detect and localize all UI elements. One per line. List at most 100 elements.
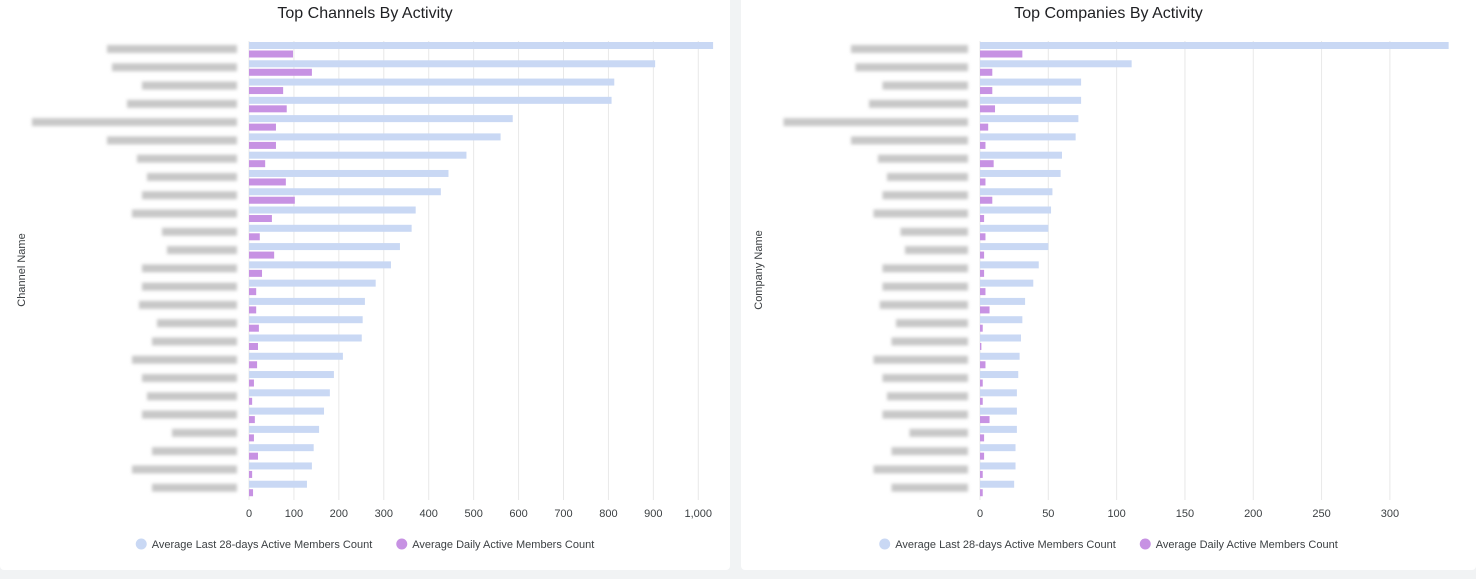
bar (980, 361, 986, 369)
bar (249, 269, 263, 277)
bar (980, 306, 990, 314)
legend-label[interactable]: Average Daily Active Members Count (1156, 539, 1338, 551)
bar (980, 169, 1061, 177)
bar (249, 261, 391, 269)
legend-label[interactable]: Average Daily Active Members Count (412, 539, 594, 551)
blurred-category-label (851, 136, 968, 145)
blurred-category-label (855, 63, 968, 72)
blurred-category-label (905, 246, 968, 255)
x-tick-label: 0 (246, 508, 252, 520)
blurred-category-label (882, 374, 968, 383)
bar (249, 60, 656, 68)
x-tick-label: 300 (1381, 508, 1399, 520)
bar (249, 489, 254, 497)
bar (980, 233, 986, 241)
x-tick-label: 700 (554, 508, 572, 520)
blurred-category-label (142, 410, 237, 419)
x-tick-label: 300 (375, 508, 393, 520)
bar (980, 416, 990, 424)
blurred-category-label (900, 227, 968, 236)
x-tick-label: 900 (644, 508, 662, 520)
bar (249, 462, 312, 470)
blurred-category-label (891, 337, 968, 346)
bar (249, 123, 276, 131)
blurred-category-label (882, 191, 968, 200)
bar (249, 42, 714, 49)
bar (249, 397, 253, 405)
blurred-category-label (157, 319, 237, 328)
bar (980, 489, 983, 497)
bar (249, 215, 272, 223)
legend-marker[interactable] (135, 538, 147, 550)
x-tick-label: 200 (330, 508, 348, 520)
bar (249, 352, 343, 360)
blurred-category-label (162, 227, 237, 236)
bar (980, 444, 1016, 452)
blurred-category-label (152, 447, 237, 456)
blurred-category-label (147, 392, 237, 401)
bar (980, 342, 982, 350)
card (741, 0, 1476, 570)
bar (249, 288, 257, 296)
bar (249, 480, 307, 488)
bar (980, 133, 1076, 141)
bar (980, 96, 1082, 104)
x-tick-label: 0 (977, 508, 983, 520)
blurred-category-label (878, 154, 968, 163)
legend-marker[interactable] (396, 538, 408, 550)
bar (249, 251, 275, 259)
bar (980, 379, 983, 387)
bar (980, 151, 1062, 159)
legend-marker[interactable] (1139, 538, 1151, 550)
bar (249, 416, 255, 424)
bar (249, 434, 254, 442)
bar (980, 141, 986, 149)
bar (980, 243, 1049, 251)
bar (980, 470, 983, 478)
bar (980, 115, 1079, 123)
bar (249, 379, 254, 387)
bar (249, 444, 314, 452)
blurred-category-label (132, 355, 237, 364)
blurred-category-label (891, 447, 968, 456)
bar (980, 160, 994, 168)
bar (980, 407, 1017, 415)
x-tick-label: 200 (1244, 508, 1262, 520)
bar (980, 123, 989, 131)
blurred-category-label (882, 264, 968, 273)
legend-label[interactable]: Average Last 28-days Active Members Coun… (895, 539, 1116, 551)
bar (249, 316, 363, 324)
chart-title: Top Channels By Activity (277, 5, 452, 22)
bar (980, 334, 1021, 342)
x-tick-label: 800 (599, 508, 617, 520)
blurred-category-label (882, 282, 968, 291)
blurred-category-label (152, 483, 237, 492)
bar (249, 334, 362, 342)
bar (980, 105, 996, 113)
blurred-category-label (137, 154, 237, 163)
bar (249, 407, 325, 415)
bar (980, 288, 986, 296)
legend-label[interactable]: Average Last 28-days Active Members Coun… (152, 539, 373, 551)
bar (980, 462, 1016, 470)
blurred-category-label (873, 355, 968, 364)
bar (249, 196, 295, 204)
bar (249, 160, 266, 168)
legend-marker[interactable] (879, 538, 891, 550)
blurred-category-label (32, 118, 237, 127)
bar (980, 42, 1449, 49)
bar (249, 188, 441, 196)
blurred-category-label (882, 410, 968, 419)
bar (249, 361, 258, 369)
blurred-category-label (887, 392, 968, 401)
blurred-category-label (172, 428, 237, 437)
x-tick-label: 150 (1176, 508, 1194, 520)
bar (980, 251, 985, 259)
bar (249, 50, 294, 58)
bar (249, 470, 253, 478)
bar (980, 78, 1082, 86)
bar (249, 342, 258, 350)
bar (249, 141, 276, 149)
